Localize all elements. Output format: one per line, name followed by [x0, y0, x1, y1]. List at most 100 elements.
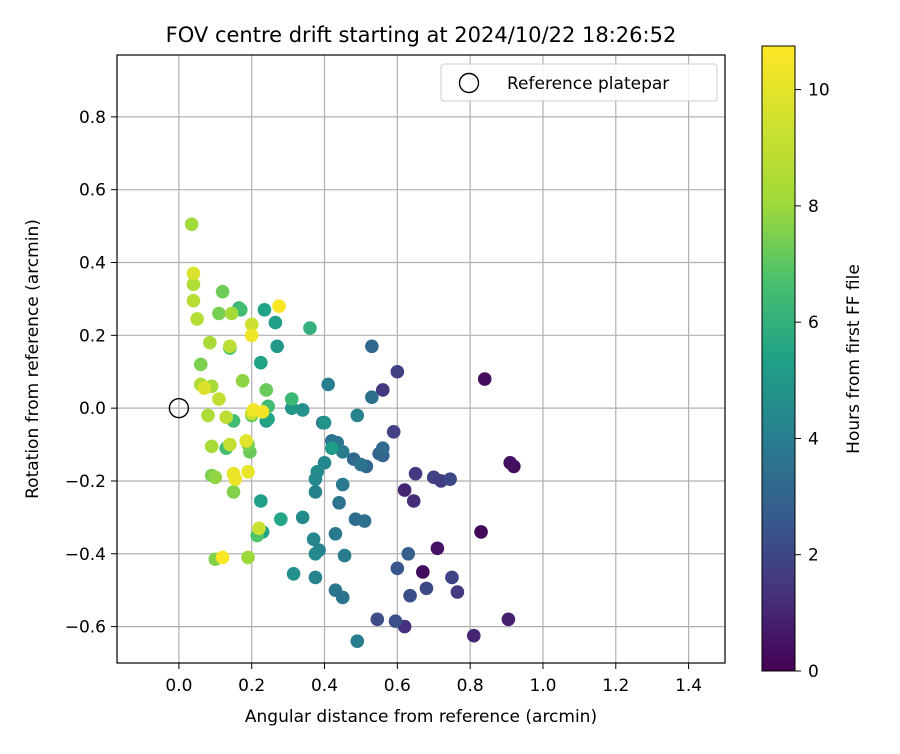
scatter-point	[241, 465, 255, 479]
scatter-point	[350, 634, 365, 648]
scatter-point	[474, 525, 488, 539]
scatter-point	[244, 317, 259, 332]
scatter-point	[259, 383, 274, 397]
scatter-point	[370, 612, 385, 627]
scatter-point	[335, 590, 350, 605]
scatter-point	[190, 312, 204, 326]
legend-reference-marker	[458, 72, 480, 94]
scatter-point	[337, 548, 352, 563]
scatter-point	[390, 561, 405, 576]
y-tick-label: 0.8	[79, 108, 106, 128]
scatter-point	[241, 550, 255, 565]
scatter-point	[254, 494, 268, 508]
scatter-point	[365, 339, 379, 354]
scatter-point	[284, 392, 299, 406]
colorbar: 0 2 4 6 8 10 Hours from first FF file	[761, 45, 864, 682]
legend-box	[440, 63, 718, 102]
scatter-point	[306, 532, 321, 547]
scatter-point	[406, 494, 421, 508]
scatter-point	[201, 408, 215, 423]
scatter-point	[477, 372, 492, 386]
colorbar-gradient	[761, 45, 796, 672]
reference-platepar-marker	[168, 397, 190, 419]
scatter-point	[223, 437, 237, 452]
scatter-point	[397, 483, 412, 497]
y-tick-label: 0.4	[79, 254, 106, 274]
scatter-point	[212, 306, 226, 321]
scatter-point	[244, 328, 259, 343]
scatter-point	[390, 364, 405, 379]
y-tick-label: −0.4	[65, 545, 106, 565]
scatter-point	[388, 614, 403, 628]
scatter-point	[223, 339, 237, 354]
scatter-point	[308, 570, 323, 585]
scatter-point	[295, 510, 310, 525]
scatter-point	[193, 357, 208, 372]
scatter-point	[235, 374, 250, 388]
scatter-point	[321, 377, 335, 392]
scatter-point	[375, 441, 390, 455]
scatter-point	[503, 455, 517, 470]
scatter-point	[203, 335, 217, 350]
scatter-point	[224, 306, 239, 321]
scatter-point	[239, 434, 254, 448]
scatter-point	[357, 514, 372, 528]
scatter-point	[308, 546, 323, 561]
scatter-point	[228, 472, 243, 486]
scatter-point	[350, 408, 365, 423]
scatter-point	[215, 284, 230, 299]
data-points	[184, 217, 521, 648]
x-tick-label: 0.6	[384, 676, 411, 696]
scatter-point	[401, 546, 416, 561]
x-tick-label: 0.2	[238, 676, 265, 696]
colorbar-tick-label: 6	[808, 313, 819, 333]
scatter-point	[303, 321, 317, 335]
scatter-point	[403, 588, 417, 603]
scatter-point	[270, 339, 284, 354]
scatter-point	[208, 470, 223, 485]
scatter-point	[204, 439, 219, 454]
scatter-point	[375, 383, 390, 397]
scatter-point	[443, 472, 457, 486]
scatter-point	[219, 410, 234, 425]
chart-title: FOV centre drift starting at 2024/10/22 …	[166, 23, 677, 47]
x-tick-label: 1.0	[529, 676, 556, 696]
x-tick-label: 1.2	[602, 676, 629, 696]
scatter-point	[272, 299, 286, 314]
scatter-point	[335, 477, 350, 492]
scatter-point	[386, 425, 401, 439]
scatter-point	[212, 392, 226, 406]
scatter-point	[226, 485, 241, 499]
x-tick-label: 1.4	[675, 676, 702, 696]
legend: Reference platepar	[440, 63, 718, 102]
x-axis-label: Angular distance from reference (arcmin)	[245, 707, 597, 727]
colorbar-tick-label: 0	[808, 662, 819, 682]
y-tick-label: 0.6	[79, 181, 106, 201]
x-tick-label: 0.8	[457, 676, 484, 696]
scatter-point	[254, 355, 268, 370]
scatter-point	[215, 550, 230, 565]
scatter-point	[335, 445, 350, 459]
scatter-point	[186, 266, 201, 281]
colorbar-ticks: 0 2 4 6 8 10	[795, 81, 830, 682]
scatter-point	[501, 612, 516, 627]
scatter-point	[445, 570, 459, 585]
scatter-point	[257, 303, 272, 317]
scatter-point	[408, 466, 423, 481]
scatter-point	[308, 472, 323, 486]
scatter-point	[416, 565, 430, 579]
y-tick-label: −0.2	[65, 472, 106, 492]
scatter-point	[286, 567, 301, 581]
y-tick-label: −0.6	[65, 618, 106, 638]
scatter-point	[255, 404, 270, 419]
colorbar-tick-label: 4	[808, 429, 819, 449]
scatter-point	[466, 628, 481, 643]
scatter-point	[317, 415, 332, 430]
scatter-point	[295, 403, 310, 417]
scatter-point	[365, 390, 379, 405]
scatter-point	[332, 496, 346, 510]
x-tick-label: 0.4	[311, 676, 338, 696]
scatter-point	[184, 217, 199, 232]
scatter-point	[197, 381, 212, 395]
